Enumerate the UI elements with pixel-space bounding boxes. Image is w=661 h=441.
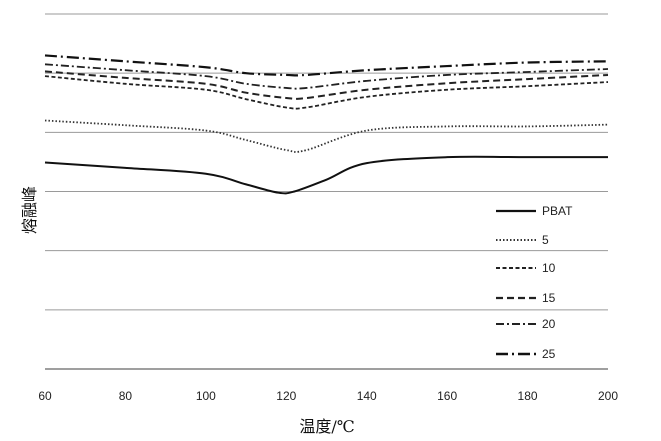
x-axis-title: 温度/℃: [299, 417, 354, 436]
series-line-PBAT: [44, 155, 608, 195]
legend-label-PBAT: PBAT: [542, 204, 573, 218]
x-tick-label: 140: [357, 389, 377, 403]
x-tick-label: 200: [598, 389, 618, 403]
x-tick-label: 180: [518, 389, 538, 403]
x-tick-labels: 60 80 100 120 140 160 180 200: [38, 389, 618, 403]
series-line-15: [44, 70, 609, 100]
legend-label-15: 15: [542, 291, 556, 305]
series-line-5: [44, 119, 609, 153]
x-tick-label: 100: [196, 389, 216, 403]
x-tick-label: 80: [119, 389, 133, 403]
series-lines: [44, 54, 609, 195]
x-tick-label: 120: [276, 389, 296, 403]
series-line-20: [44, 63, 609, 90]
legend: PBAT 5 10 15 20 25: [496, 204, 573, 361]
legend-label-5: 5: [542, 233, 549, 247]
legend-label-10: 10: [542, 261, 556, 275]
y-axis-title: 熔融峰: [20, 186, 39, 234]
legend-label-20: 20: [542, 317, 556, 331]
grid-lines: [45, 13, 608, 370]
series-line-10: [44, 75, 609, 110]
series-line-25: [44, 54, 609, 77]
legend-label-25: 25: [542, 347, 556, 361]
x-tick-label: 60: [38, 389, 52, 403]
x-tick-label: 160: [437, 389, 457, 403]
